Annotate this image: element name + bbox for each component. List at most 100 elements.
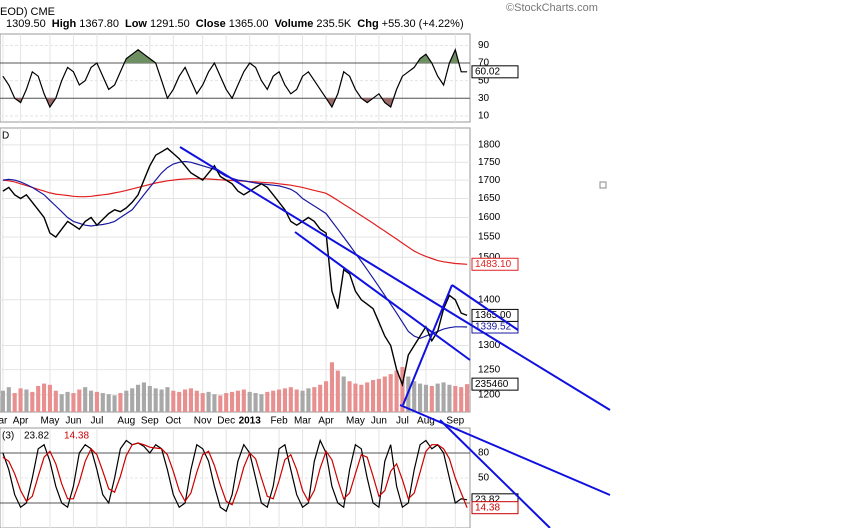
value-tag: 14.38 [475, 502, 500, 513]
x-tick-label: Jun [371, 416, 387, 427]
volume-bar [183, 389, 188, 412]
panel-value: 14.38 [64, 431, 89, 442]
y-tick-label: 1600 [478, 212, 501, 223]
x-tick-label: Jul [91, 416, 104, 427]
volume-bar [153, 388, 158, 412]
volume-bar [388, 374, 393, 412]
x-tick-label: Aug [417, 416, 435, 427]
volume-bar [435, 383, 440, 412]
x-tick-label: Apr [318, 416, 334, 427]
channel-line [179, 146, 611, 411]
volume-bar [418, 383, 423, 412]
y-tick-label: 1400 [478, 294, 501, 305]
x-tick-label: Apr [13, 416, 29, 427]
volume-bar [359, 384, 364, 412]
x-tick-label: Feb [270, 416, 288, 427]
channel-line [402, 284, 453, 406]
volume-bar [447, 384, 452, 412]
volume-bar [24, 389, 29, 412]
volume-bar [271, 390, 276, 412]
volume-bar [371, 380, 376, 412]
volume-bar [247, 391, 252, 412]
value-tag-box [471, 65, 519, 79]
volume-bar [429, 385, 434, 412]
volume-bar [171, 390, 176, 412]
y-tick-label: 50 [478, 473, 490, 484]
volume-bar [18, 388, 23, 412]
channel-line [451, 284, 519, 331]
volume-bar [89, 390, 94, 412]
volume-bar [235, 390, 240, 412]
channel-line [294, 231, 471, 361]
volume-bar [59, 394, 64, 412]
volume-bar [6, 387, 11, 412]
volume-bar [30, 391, 35, 412]
y-tick-label: 70 [478, 58, 490, 69]
volume-bar [282, 388, 287, 412]
oversold-fill [14, 98, 394, 107]
panel-frame [0, 127, 471, 413]
y-tick-label: 1650 [478, 193, 501, 204]
volume-bar [0, 390, 5, 412]
y-tick-label: 1300 [478, 340, 501, 351]
value-tag-box [471, 257, 519, 271]
header-symbol: EOD) CME [0, 6, 55, 18]
trend-channel [179, 146, 611, 528]
volume-bar [259, 394, 264, 412]
series-line [2, 160, 468, 340]
volume-bar [136, 384, 141, 412]
volume-bar [94, 391, 99, 412]
header-stats: 1309.50 High 1367.80 Low 1291.50 Close 1365.00… [6, 18, 464, 30]
volume-bar [188, 388, 193, 412]
x-tick-label: Oct [166, 416, 182, 427]
volume-bar [394, 370, 399, 412]
stat-value: 1367.80 [79, 18, 119, 30]
x-tick-label: Jul [396, 416, 409, 427]
value-tag-box [471, 501, 519, 515]
x-tick-label: Jun [65, 416, 81, 427]
volume-bar [423, 384, 428, 412]
panel-frame [0, 427, 471, 528]
volume-bar [53, 390, 58, 412]
stat-label: Volume [274, 18, 313, 30]
panel-frame [0, 33, 471, 123]
volume-bar [159, 389, 164, 412]
value-tag: 1483.10 [475, 259, 512, 270]
volume-bar [400, 367, 405, 412]
volume-bar [382, 376, 387, 412]
stat-value: +55.30 (+4.22%) [382, 18, 464, 30]
volume-bar [341, 376, 346, 412]
x-tick-label: Nov [194, 416, 212, 427]
resize-handle[interactable] [599, 181, 607, 189]
stat-label: Low [125, 18, 147, 30]
x-tick-label: Dec [217, 416, 235, 427]
volume-bar [130, 388, 135, 412]
x-tick-label: Sep [446, 416, 464, 427]
volume-bar [118, 393, 123, 412]
value-tag-box [471, 377, 519, 391]
panel-label: D [2, 131, 9, 142]
volume-bar [65, 391, 70, 412]
y-tick-label: 50 [478, 75, 490, 86]
volume-bar [12, 393, 17, 412]
volume-bar [312, 387, 317, 412]
stat-value: 1365.00 [229, 18, 269, 30]
volume-bar [165, 387, 170, 412]
stat-value: 235.5K [316, 18, 352, 30]
volume-bar [465, 384, 470, 412]
y-tick-label: 1750 [478, 157, 501, 168]
x-tick-label: ar [0, 416, 8, 427]
stat-value: 1291.50 [150, 18, 190, 30]
x-tick-label: Sep [141, 416, 159, 427]
value-tag: 235460 [475, 379, 509, 390]
y-tick-label: 1200 [478, 389, 501, 400]
volume-bar [194, 390, 199, 412]
volume-bar [230, 391, 235, 412]
y-tick-label: 1550 [478, 232, 501, 243]
volume-bar [253, 393, 258, 412]
overbought-fill [96, 49, 459, 64]
volume-bar [147, 385, 152, 412]
value-tag: 60.02 [475, 66, 500, 77]
x-tick-label: May [346, 416, 365, 427]
x-tick-label: Mar [294, 416, 312, 427]
